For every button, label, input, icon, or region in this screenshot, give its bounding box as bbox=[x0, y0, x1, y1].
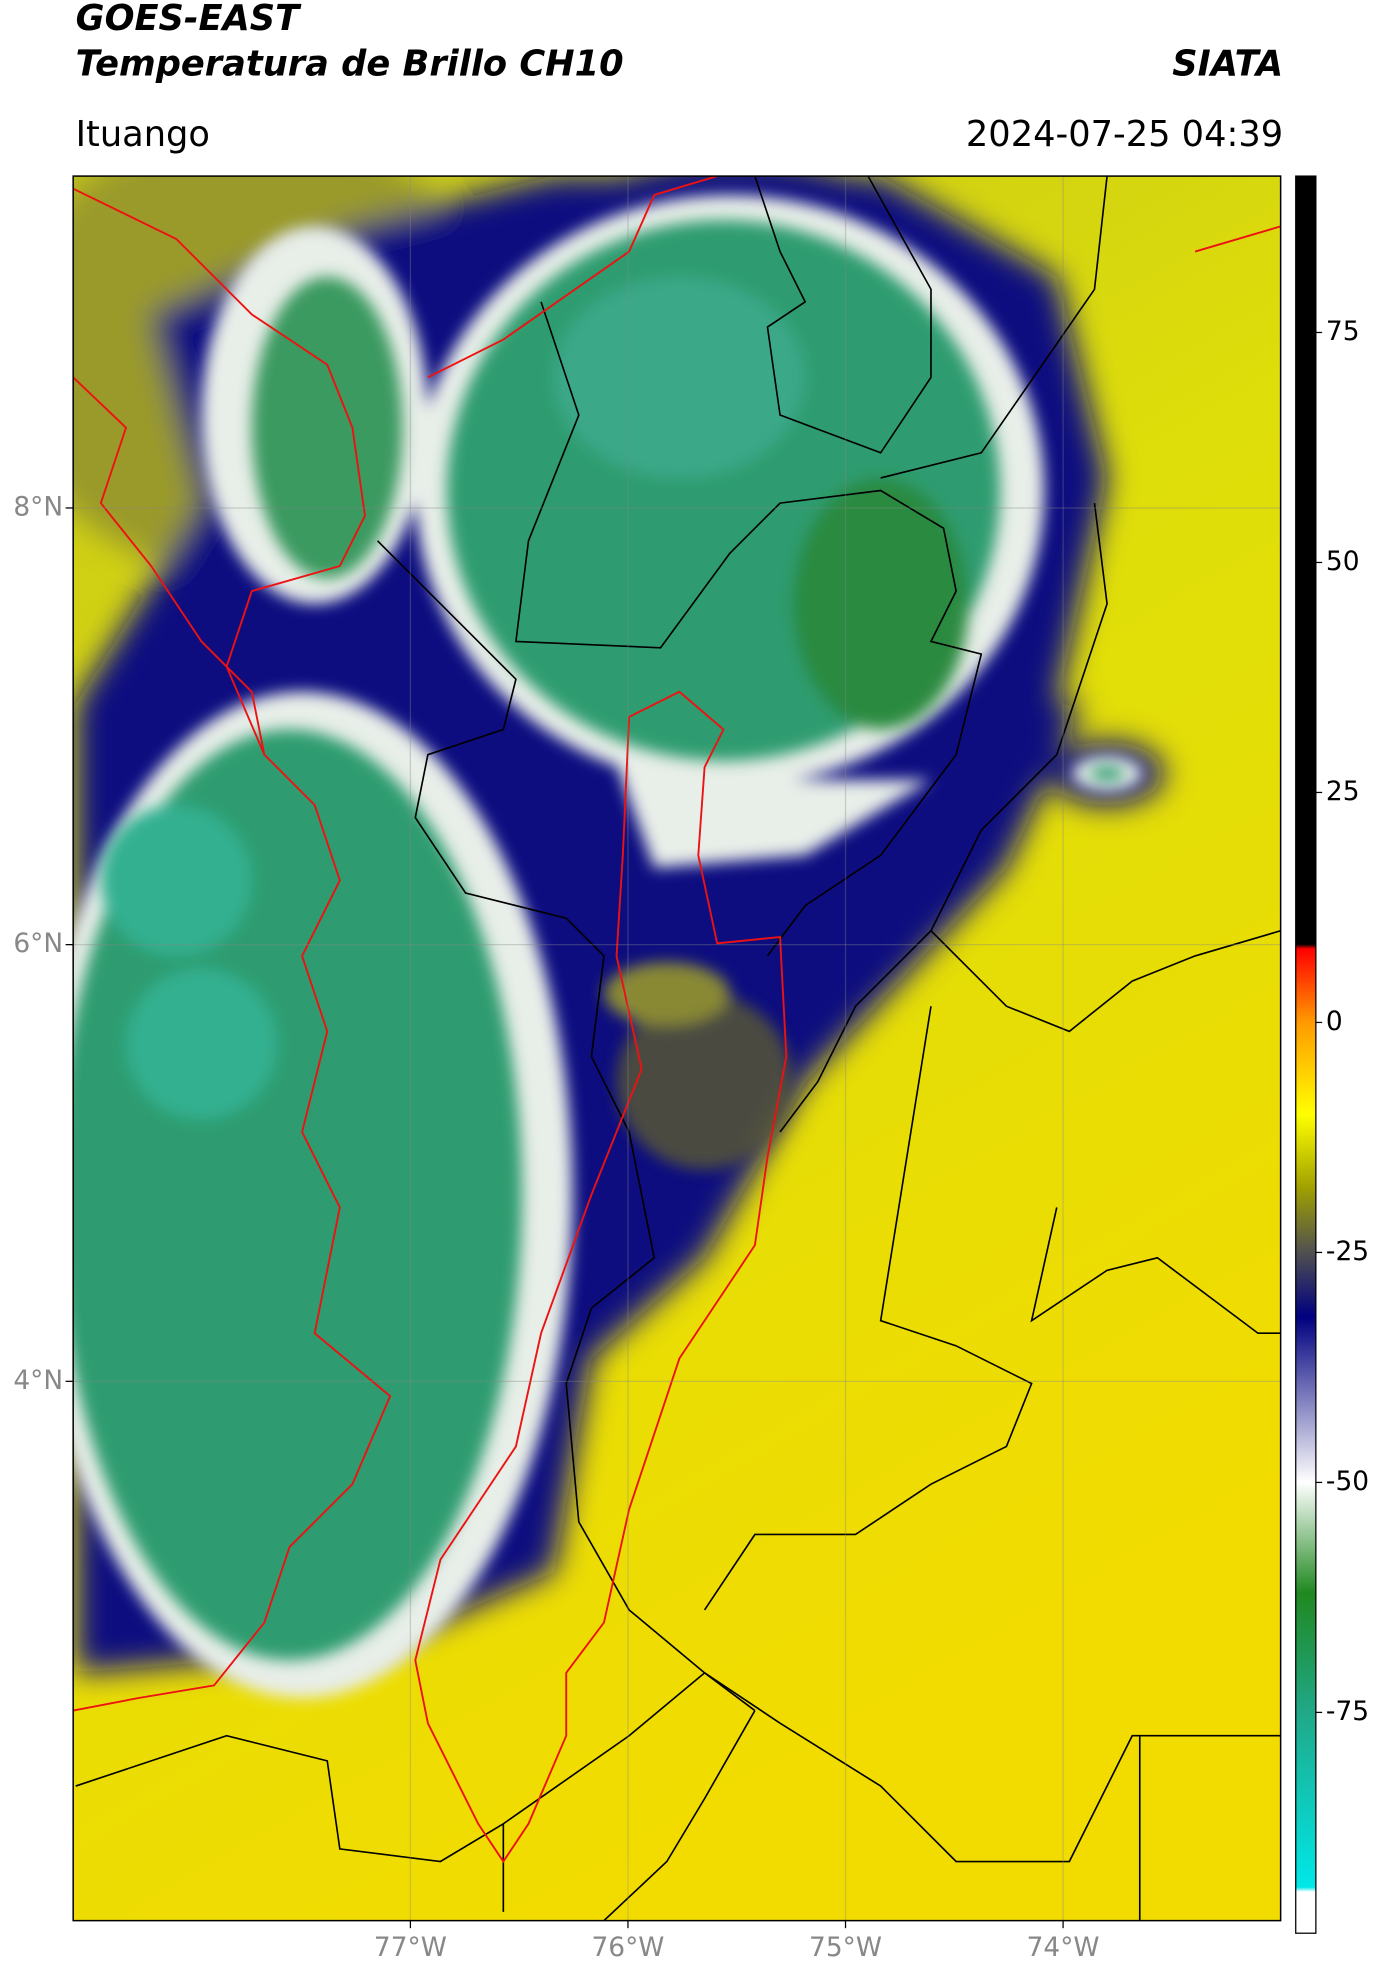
colorbar bbox=[1295, 175, 1317, 1934]
red-borders bbox=[73, 176, 1281, 1864]
x-tick-label: 74°W bbox=[1027, 1932, 1100, 1963]
subtitle: Temperatura de Brillo CH10 bbox=[76, 43, 624, 84]
x-tick-label: 77°W bbox=[374, 1932, 447, 1963]
title: GOES-EAST bbox=[76, 0, 302, 39]
colorbar-tick-label: 25 bbox=[1326, 776, 1360, 807]
colorbar-tick-label: -75 bbox=[1326, 1696, 1369, 1727]
map-frame bbox=[72, 175, 1282, 1922]
brand: SIATA bbox=[1172, 43, 1283, 84]
colorbar-tick-label: 75 bbox=[1326, 316, 1360, 347]
satellite-image bbox=[73, 176, 1281, 1921]
location: Ituango bbox=[76, 114, 210, 155]
colorbar-tick-label: -50 bbox=[1326, 1466, 1369, 1497]
x-tick-label: 76°W bbox=[591, 1932, 664, 1963]
y-tick-label: 4°N bbox=[13, 1365, 63, 1396]
y-tick-label: 6°N bbox=[13, 928, 63, 959]
datetime: 2024-07-25 04:39 bbox=[966, 114, 1283, 155]
x-tick-label: 75°W bbox=[809, 1932, 882, 1963]
colorbar-tick-label: 50 bbox=[1326, 546, 1360, 577]
borders bbox=[75, 176, 1281, 1921]
graticule bbox=[73, 176, 1281, 1921]
y-tick-label: 8°N bbox=[13, 491, 63, 522]
colorbar-tick-label: 0 bbox=[1326, 1006, 1343, 1037]
colorbar-tick-label: -25 bbox=[1326, 1236, 1369, 1267]
